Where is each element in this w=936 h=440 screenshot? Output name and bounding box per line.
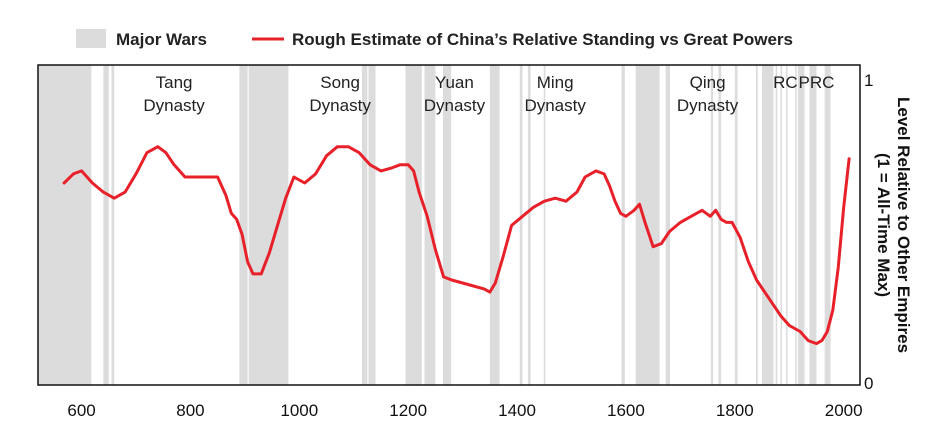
war-band-18 xyxy=(710,65,714,385)
x-tick-label-600: 600 xyxy=(67,401,95,420)
war-band-3 xyxy=(111,65,115,385)
dynasty-label-3-line-2: Dynasty xyxy=(424,96,486,115)
war-band-17 xyxy=(665,65,671,385)
dynasty-label-4-line-2: Dynasty xyxy=(524,96,586,115)
y-tick-label-1: 1 xyxy=(864,71,873,90)
war-band-26 xyxy=(795,65,797,385)
war-band-29 xyxy=(824,65,831,385)
x-tick-label-1800: 1800 xyxy=(716,401,754,420)
x-tick-label-1600: 1600 xyxy=(607,401,645,420)
war-band-12 xyxy=(519,65,523,385)
x-tick-label-1200: 1200 xyxy=(389,401,427,420)
dynasty-label-5-line-1: Qing xyxy=(690,73,726,92)
legend-swatch-major-wars xyxy=(76,29,106,48)
legend: Major Wars Rough Estimate of China’s Rel… xyxy=(76,29,793,49)
x-axis: 600 800 1000 1200 1400 1600 1800 2000 xyxy=(67,401,862,420)
dynasty-label-7-line-1: PRC xyxy=(798,73,834,92)
war-band-20 xyxy=(734,65,738,385)
dynasty-label-6-line-1: RC xyxy=(773,73,798,92)
y-axis-title-line-1: Level Relative to Other Empires xyxy=(894,97,913,353)
war-band-2 xyxy=(103,65,109,385)
war-band-21 xyxy=(756,65,758,385)
war-band-23 xyxy=(775,65,778,385)
x-tick-label-1400: 1400 xyxy=(498,401,536,420)
y-axis-title-line-2: (1 = All-Time Max) xyxy=(874,153,893,297)
war-band-22 xyxy=(762,65,774,385)
war-band-13 xyxy=(527,65,531,385)
war-band-27 xyxy=(797,65,805,385)
legend-label-china-standing: Rough Estimate of China’s Relative Stand… xyxy=(292,30,793,49)
war-band-14 xyxy=(543,65,546,385)
legend-label-major-wars: Major Wars xyxy=(116,30,207,49)
china-standing-line xyxy=(62,145,851,346)
war-band-19 xyxy=(718,65,722,385)
war-band-28 xyxy=(809,65,817,385)
war-band-11 xyxy=(489,65,500,385)
dynasty-label-3-line-1: Yuan xyxy=(435,73,474,92)
war-band-7 xyxy=(368,65,376,385)
plot-frame xyxy=(37,64,861,386)
war-band-4 xyxy=(239,65,248,385)
y-axis-title: Level Relative to Other Empires (1 = All… xyxy=(874,97,913,353)
war-band-15 xyxy=(621,65,625,385)
x-tick-label-1000: 1000 xyxy=(280,401,318,420)
y-axis: 01 xyxy=(864,71,873,393)
dynasty-labels: Tang Dynasty Song Dynasty Yuan Dynasty Ming Dyn… xyxy=(143,73,834,115)
x-tick-label-800: 800 xyxy=(176,401,204,420)
x-tick-label-2000: 2000 xyxy=(825,401,863,420)
dynasty-label-2-line-2: Dynasty xyxy=(309,96,371,115)
dynasty-label-1-line-2: Dynasty xyxy=(143,96,205,115)
war-band-25 xyxy=(785,65,788,385)
y-tick-label-0: 0 xyxy=(864,374,873,393)
war-band-8 xyxy=(405,65,422,385)
dynasty-label-2-line-1: Song xyxy=(320,73,360,92)
dynasty-label-1-line-1: Tang xyxy=(156,73,193,92)
dynasty-label-4-line-1: Ming xyxy=(537,73,574,92)
war-band-24 xyxy=(780,65,783,385)
war-band-6 xyxy=(361,65,368,385)
war-band-10 xyxy=(443,65,452,385)
war-band-1 xyxy=(38,65,92,385)
war-band-16 xyxy=(635,65,660,385)
war-band-5 xyxy=(248,65,289,385)
dynasty-label-5-line-2: Dynasty xyxy=(677,96,739,115)
